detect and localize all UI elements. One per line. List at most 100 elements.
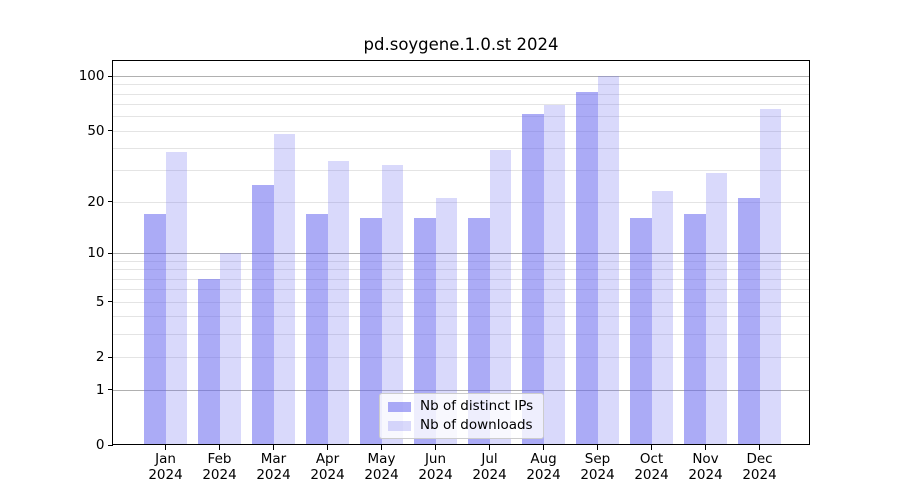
gridline-minor: [112, 84, 810, 86]
bar-nb-of-downloads: [705, 173, 727, 445]
x-axis-label-line: Nov: [692, 451, 719, 467]
legend: Nb of distinct IPs Nb of downloads: [379, 393, 545, 439]
x-axis-label-line: Mar: [260, 451, 287, 467]
x-axis-tick-label: May 2024: [350, 451, 414, 483]
x-axis-tick-label: Dec 2024: [728, 451, 792, 483]
gridline-minor: [112, 148, 810, 150]
x-axis-tick: [327, 445, 328, 450]
gridline-minor: [112, 301, 810, 303]
gridline-minor: [112, 260, 810, 262]
bar-nb-of-distinct-ips: [576, 91, 598, 445]
x-axis-tick-label: Jan 2024: [134, 451, 198, 483]
bar-nb-of-distinct-ips: [738, 197, 760, 445]
bar-nb-of-distinct-ips: [468, 218, 490, 445]
x-axis-label-line: 2024: [472, 467, 507, 483]
x-axis-tick-label: Nov 2024: [674, 451, 738, 483]
bar-nb-of-distinct-ips: [522, 113, 544, 445]
x-axis-label-line: 2024: [256, 467, 291, 483]
gridline-minor: [112, 104, 810, 106]
x-axis-tick: [381, 445, 382, 450]
y-axis-tick: [107, 252, 113, 254]
x-axis-label-line: 2024: [310, 467, 345, 483]
bar-nb-of-downloads: [327, 160, 349, 445]
y-axis-tick-label: 100: [78, 68, 105, 84]
x-axis-tick: [489, 445, 490, 450]
x-axis-label-line: 2024: [526, 467, 561, 483]
x-axis-tick-label: Jun 2024: [404, 451, 468, 483]
bar-nb-of-distinct-ips: [630, 218, 652, 445]
x-axis-label-line: 2024: [364, 467, 399, 483]
bar-nb-of-distinct-ips: [144, 213, 166, 445]
y-axis-tick-label: 10: [87, 245, 105, 262]
x-axis-label-line: Apr: [315, 451, 340, 467]
bar-nb-of-distinct-ips: [198, 278, 220, 445]
x-axis-tick: [651, 445, 652, 450]
x-axis-label-line: Aug: [530, 451, 557, 467]
y-axis-tick: [107, 356, 113, 358]
legend-swatch-downloads: [388, 420, 411, 431]
x-axis-label-line: 2024: [202, 467, 237, 483]
y-axis-tick: [107, 201, 113, 203]
gridline-minor: [112, 289, 810, 291]
y-axis-tick-label: 5: [95, 293, 105, 310]
y-axis-tick-label: 20: [87, 193, 105, 210]
bar-nb-of-downloads: [435, 197, 457, 445]
bar-nb-of-downloads: [651, 190, 673, 445]
gridline-minor: [112, 116, 810, 118]
x-axis-tick: [543, 445, 544, 450]
gridline-minor: [112, 269, 810, 271]
gridline-major: [112, 76, 810, 77]
legend-swatch-distinct-ips: [388, 401, 411, 412]
bar-nb-of-distinct-ips: [306, 213, 328, 445]
y-axis-tick: [107, 301, 113, 303]
x-axis-label-line: Jun: [424, 451, 447, 467]
x-axis-label-line: 2024: [580, 467, 615, 483]
x-axis-label-line: Dec: [746, 451, 773, 467]
x-axis-tick-label: Feb 2024: [188, 451, 252, 483]
y-axis-tick-label: 50: [87, 122, 105, 139]
gridline-minor: [112, 93, 810, 95]
x-axis-label-line: 2024: [688, 467, 723, 483]
bar-nb-of-downloads: [273, 133, 295, 445]
x-axis-label-line: Jul: [481, 451, 498, 467]
gridline-minor: [112, 170, 810, 172]
gridline-minor: [112, 130, 810, 132]
bar-nb-of-distinct-ips: [360, 218, 382, 445]
gridline-minor: [112, 316, 810, 318]
gridline-major: [112, 253, 810, 255]
legend-item: Nb of downloads: [388, 418, 533, 433]
x-axis-tick-label: Apr 2024: [296, 451, 360, 483]
bar-nb-of-downloads: [543, 105, 565, 445]
x-axis-label-line: 2024: [148, 467, 183, 483]
y-axis-tick: [107, 444, 113, 446]
gridline-minor: [112, 201, 810, 203]
gridline-minor: [112, 357, 810, 359]
x-axis-tick-label: Jul 2024: [458, 451, 522, 483]
x-axis-tick-label: Aug 2024: [512, 451, 576, 483]
x-axis-label-line: May: [367, 451, 396, 467]
x-axis-tick: [705, 445, 706, 450]
bar-nb-of-downloads: [165, 152, 187, 445]
y-axis-tick-label: 1: [95, 381, 105, 398]
plot-border: [112, 60, 810, 445]
x-axis-tick-label: Mar 2024: [242, 451, 306, 483]
x-axis-tick-label: Sep 2024: [566, 451, 630, 483]
x-axis-label-line: Sep: [584, 451, 611, 467]
x-axis-tick-label: Oct 2024: [620, 451, 684, 483]
bar-nb-of-downloads: [489, 150, 511, 445]
bar-nb-of-downloads: [597, 76, 619, 445]
x-axis-tick: [759, 445, 760, 450]
bar-nb-of-distinct-ips: [684, 213, 706, 445]
y-axis-tick: [107, 389, 113, 391]
gridline-major: [112, 389, 810, 391]
x-axis-label-line: 2024: [742, 467, 777, 483]
gridline-minor: [112, 334, 810, 336]
x-axis-tick: [597, 445, 598, 450]
bar-nb-of-distinct-ips: [414, 218, 436, 445]
legend-item: Nb of distinct IPs: [388, 399, 533, 414]
chart-title: pd.soygene.1.0.st 2024: [363, 35, 559, 54]
